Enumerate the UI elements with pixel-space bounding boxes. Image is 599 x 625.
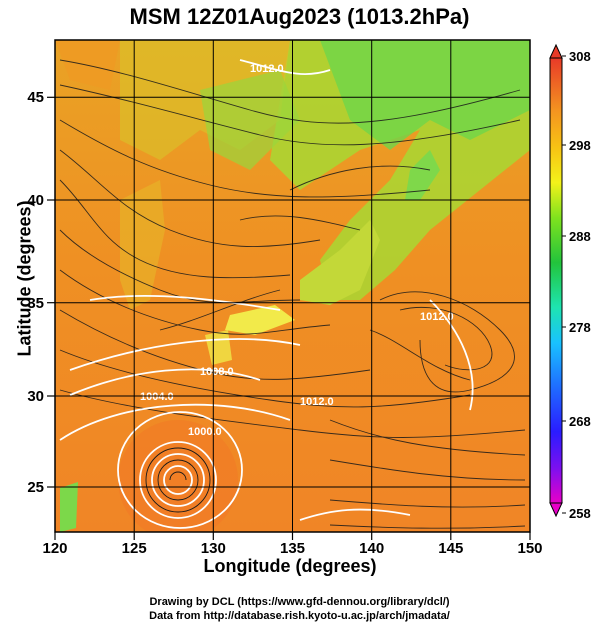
credit-data: Data from http://database.rish.kyoto-u.a… (149, 610, 450, 622)
contour-label: 1012.0 (250, 63, 284, 75)
colorbar-tick-label: 258 (569, 506, 591, 521)
x-tick-label: 145 (438, 540, 463, 557)
colorbar: 308 298 288 278 268 258 (549, 43, 591, 521)
typhoon-isobars (59, 59, 474, 529)
y-axis-label: Latitude (degrees) (14, 200, 35, 357)
contour-label: 1004.0 (140, 391, 174, 403)
credit-drawing: Drawing by DCL (https://www.gfd-dennou.o… (149, 596, 450, 608)
y-tick-label: 35 (27, 295, 44, 312)
x-tick-label: 120 (42, 540, 67, 557)
map-grid (55, 40, 530, 532)
contour-label: 1000.0 (188, 426, 222, 438)
y-tick-label: 40 (27, 192, 44, 209)
y-tick-label: 30 (27, 388, 44, 405)
y-tick-label: 25 (27, 479, 44, 496)
contour-label: 1008.0 (200, 366, 234, 378)
colorbar-tick-label: 288 (569, 229, 591, 244)
x-tick-label: 130 (201, 540, 226, 557)
y-tick-label: 45 (27, 89, 44, 106)
x-axis-label: Longitude (degrees) (203, 556, 377, 576)
colorbar-tick-label: 268 (569, 414, 591, 429)
x-tick-label: 135 (280, 540, 305, 557)
colorbar-tick-label: 298 (569, 138, 591, 153)
contour-label: 1012.0 (420, 311, 454, 323)
x-tick-label: 150 (517, 540, 542, 557)
x-tick-label: 125 (122, 540, 147, 557)
map-title: MSM 12Z01Aug2023 (1013.2hPa) (129, 4, 470, 29)
x-tick-label: 140 (359, 540, 384, 557)
contour-label: 1012.0 (300, 396, 334, 408)
colorbar-tick-label: 308 (569, 49, 591, 64)
colorbar-tick-label: 278 (569, 320, 591, 335)
